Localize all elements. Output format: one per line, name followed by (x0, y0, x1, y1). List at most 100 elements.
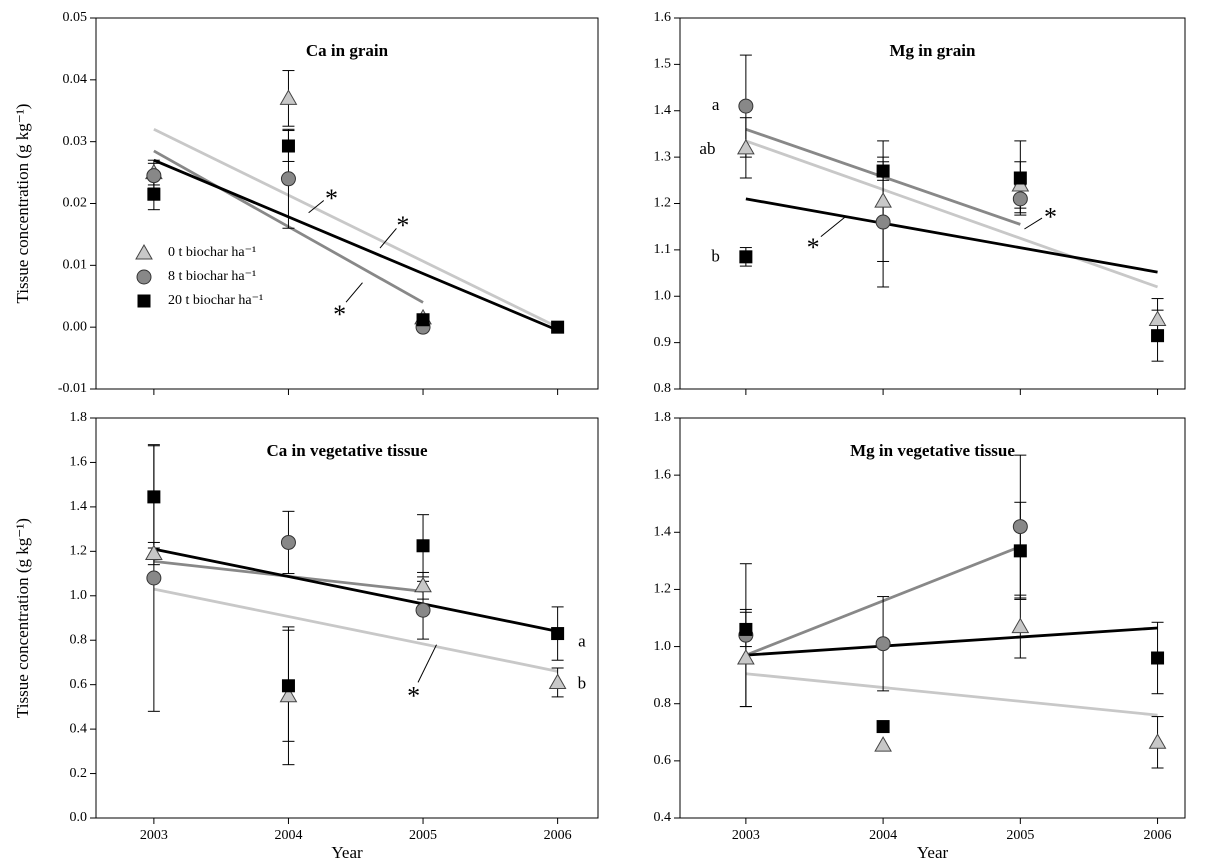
significance-star: * (396, 211, 409, 240)
significance-star: * (407, 681, 420, 710)
y-tick-label: 0.8 (70, 632, 88, 647)
x-axis-label: Year (917, 843, 949, 862)
panel: 0.0 0.2 0.4 0.6 0.8 1.0 1.2 1.4 1.6 1.8 2003 2004 20… (13, 410, 599, 862)
fit-line (153, 587, 558, 673)
y-axis-label: Tissue concentration (g kg⁻¹) (13, 104, 32, 304)
group-letter: b (711, 247, 720, 266)
triangle-marker (737, 138, 755, 155)
leader-line (417, 644, 437, 683)
x-tick-label: 2005 (409, 828, 437, 843)
legend-label: 0 t biochar ha⁻¹ (168, 245, 256, 260)
square-marker (876, 720, 890, 734)
circle-marker (146, 168, 162, 184)
y-tick-label: 0.9 (654, 335, 672, 350)
plot-frame (95, 17, 599, 390)
fit-line (745, 626, 1158, 657)
y-tick-label: 0.05 (63, 10, 88, 25)
triangle-marker (1148, 310, 1167, 326)
circle-marker (415, 602, 431, 618)
panel-title: Ca in grain (306, 41, 389, 60)
leader-line (345, 282, 363, 303)
y-tick-label: 0.03 (63, 134, 88, 149)
square-marker (551, 627, 565, 641)
x-tick-label: 2005 (1006, 828, 1034, 843)
triangle-marker (279, 89, 298, 105)
square-marker (551, 320, 565, 334)
y-tick-label: 1.6 (654, 10, 672, 25)
y-tick-label: 0.6 (70, 677, 88, 692)
triangle-marker (874, 736, 892, 752)
square-marker (147, 490, 161, 504)
x-tick-label: 2004 (274, 828, 302, 843)
y-tick-label: 1.0 (654, 288, 672, 303)
y-tick-label: 1.8 (70, 410, 88, 425)
square-marker (1151, 651, 1165, 665)
x-tick-label: 2006 (544, 828, 572, 843)
y-tick-label: 0.8 (654, 381, 672, 396)
panel: -0.01 0.00 0.01 0.02 0.03 0.04 0.05 Ca in grain… (13, 10, 599, 396)
y-tick-label: 0.02 (63, 196, 88, 211)
y-tick-label: 1.2 (70, 544, 88, 559)
y-tick-label: 1.8 (654, 410, 672, 425)
y-tick-label: 0.01 (63, 258, 88, 273)
plot-frame (95, 417, 599, 819)
triangle-marker (414, 576, 432, 593)
y-tick-label: 0.8 (654, 696, 672, 711)
group-letter: ab (699, 139, 715, 158)
legend-marker (137, 294, 151, 308)
circle-marker (1012, 519, 1028, 535)
square-marker (416, 539, 430, 553)
plot-frame (679, 17, 1186, 390)
y-tick-label: 0.4 (70, 721, 88, 736)
legend-label: 8 t biochar ha⁻¹ (168, 269, 256, 284)
fit-line (153, 128, 559, 329)
y-tick-label: 0.00 (63, 319, 88, 334)
leader-line (1024, 217, 1043, 230)
square-marker (1013, 171, 1027, 185)
fit-line (153, 158, 559, 332)
y-tick-label: 1.6 (654, 467, 672, 482)
square-marker (876, 164, 890, 178)
significance-star: * (807, 233, 820, 262)
leader-line (379, 228, 397, 249)
circle-marker (1012, 191, 1028, 207)
square-marker (416, 313, 430, 327)
y-tick-label: -0.01 (58, 381, 87, 396)
y-tick-label: 0.6 (654, 753, 672, 768)
significance-star: * (1044, 203, 1057, 232)
fit-line (745, 672, 1158, 717)
y-tick-label: 1.4 (654, 103, 672, 118)
leader-line (820, 217, 845, 238)
square-marker (739, 622, 753, 636)
circle-marker (875, 214, 891, 230)
significance-star: * (333, 300, 346, 329)
fit-line (745, 139, 1159, 289)
y-tick-label: 0.0 (70, 810, 88, 825)
x-axis-label: Year (331, 843, 363, 862)
x-tick-label: 2006 (1144, 828, 1172, 843)
panel: 0.4 0.6 0.8 1.0 1.2 1.4 1.6 1.8 2003 2004 2005 2006… (654, 410, 1186, 862)
triangle-marker (874, 192, 892, 208)
y-tick-label: 0.4 (654, 810, 672, 825)
fit-line (153, 547, 558, 633)
square-marker (1013, 544, 1027, 558)
y-tick-label: 1.0 (654, 639, 672, 654)
leader-line (308, 200, 325, 214)
group-letter: b (578, 674, 587, 693)
y-tick-label: 0.04 (63, 72, 88, 87)
x-tick-label: 2003 (140, 828, 168, 843)
triangle-marker (279, 686, 298, 703)
y-tick-label: 1.1 (654, 242, 672, 257)
group-letter: a (578, 631, 586, 650)
y-tick-label: 1.3 (654, 149, 672, 164)
panel-title: Mg in vegetative tissue (850, 441, 1015, 460)
panel-title: Mg in grain (890, 41, 976, 60)
legend-marker (136, 269, 152, 285)
x-tick-label: 2004 (869, 828, 897, 843)
fit-line (745, 197, 1158, 274)
square-marker (281, 679, 295, 693)
triangle-marker (1011, 617, 1030, 634)
square-marker (739, 250, 753, 264)
triangle-marker (1148, 733, 1167, 749)
